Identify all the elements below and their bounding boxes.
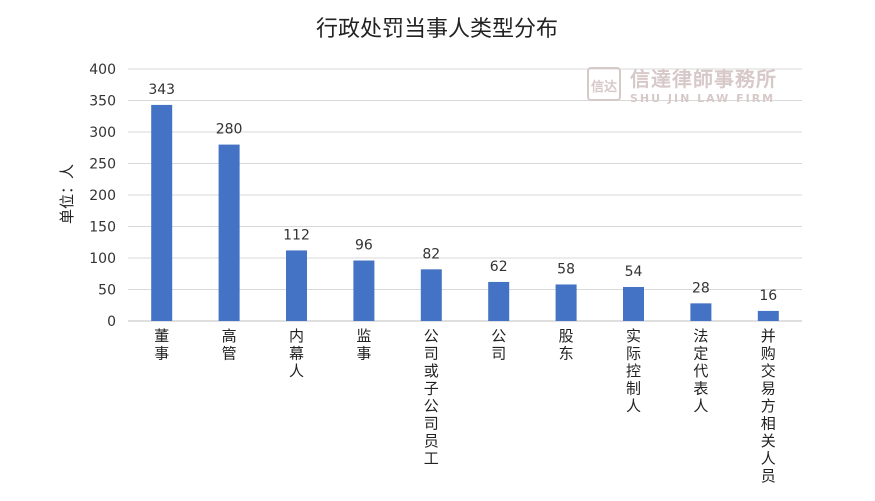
- seal-icon: [587, 67, 621, 101]
- seal-text: 信达: [591, 79, 617, 95]
- bar-value-label: 62: [490, 259, 508, 275]
- bar: [623, 286, 644, 321]
- y-axis-label: 单位：人: [58, 164, 76, 224]
- bar: [690, 303, 712, 321]
- bar-value-label: 112: [283, 227, 310, 243]
- bar-value-label: 82: [422, 246, 440, 262]
- bar-value-label: 343: [148, 82, 175, 98]
- law-firm-watermark: 信达 信達律師事務所 SHU JIN LAW FIRM: [587, 67, 777, 105]
- bar-value-label: 96: [355, 238, 373, 254]
- bar-value-label: 58: [557, 261, 575, 277]
- category-label: 公司或子公司员工: [424, 327, 439, 468]
- category-label: 董事: [154, 327, 169, 363]
- bar: [420, 269, 442, 321]
- y-tick-label: 0: [107, 314, 116, 330]
- bar: [218, 144, 240, 321]
- bars: [151, 104, 779, 321]
- bar: [151, 104, 173, 321]
- y-tick-label: 250: [89, 157, 116, 173]
- watermark-name-en: SHU JIN LAW FIRM: [630, 92, 775, 105]
- y-axis-ticks: 0 50 100 150 200 250 300 350 400: [89, 62, 116, 330]
- bar-value-label: 280: [216, 122, 243, 138]
- bar: [555, 284, 577, 321]
- y-tick-label: 200: [89, 188, 116, 204]
- gridlines: [128, 68, 802, 322]
- bar-chart: 行政处罚当事人类型分布 0 50 100 150 200 250 300 350 400 343…: [58, 17, 802, 485]
- data-labels: 343 280 112 96 82 62 58 54 28 16: [148, 82, 777, 304]
- category-label: 股东: [559, 327, 574, 363]
- y-tick-label: 350: [89, 94, 116, 110]
- bar: [488, 281, 510, 321]
- bar: [353, 260, 375, 321]
- y-tick-label: 100: [89, 251, 116, 267]
- chart-area: 行政处罚当事人类型分布 0 50 100 150 200 250 300 350 400 343…: [40, 0, 835, 501]
- category-label: 实际控制人: [626, 327, 641, 415]
- category-label: 内幕人: [289, 327, 304, 380]
- bar: [286, 250, 307, 321]
- category-label: 法定代表人: [693, 327, 708, 415]
- x-axis-categories: 董事 高管 内幕人 监事 公司或子公司员工 公司 股东 实际控制人 法定代表人 并购交易方相关人员: [154, 327, 776, 485]
- bar-value-label: 28: [692, 280, 710, 296]
- category-label: 公司: [491, 327, 506, 363]
- y-tick-label: 50: [98, 283, 116, 299]
- category-label: 监事: [356, 327, 371, 363]
- category-label: 并购交易方相关人员: [761, 327, 776, 485]
- bar-value-label: 54: [625, 264, 643, 280]
- bar: [757, 310, 779, 321]
- watermark-name-cn: 信達律師事務所: [630, 67, 777, 91]
- y-tick-label: 400: [89, 62, 116, 78]
- bar-value-label: 16: [759, 288, 777, 304]
- chart-title: 行政处罚当事人类型分布: [316, 17, 558, 42]
- category-label: 高管: [222, 327, 237, 363]
- y-tick-label: 300: [89, 125, 116, 141]
- y-tick-label: 150: [89, 220, 116, 236]
